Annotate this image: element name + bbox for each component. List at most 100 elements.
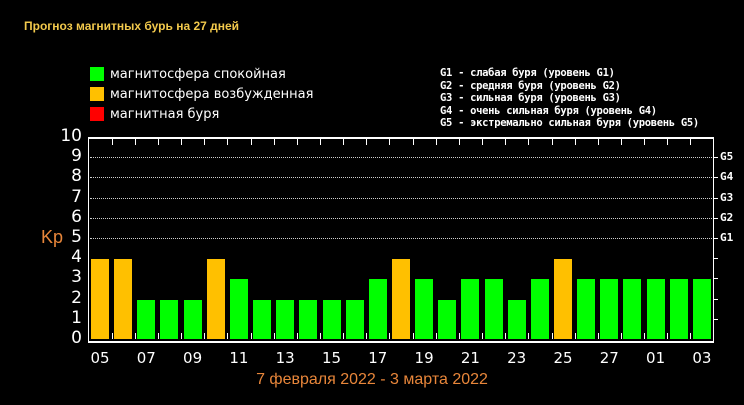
right-tick-label: G5 — [720, 150, 734, 164]
top-axis-tick — [551, 139, 553, 145]
legend-item-calm: магнитосфера спокойная — [90, 64, 313, 84]
right-axis-tick — [714, 298, 718, 300]
bottom-axis-tick — [157, 333, 159, 339]
gridline — [90, 197, 712, 199]
top-axis-tick — [320, 139, 321, 145]
legend-item-storm: магнитная буря — [90, 104, 313, 124]
gridline — [90, 177, 712, 179]
bottom-axis-tick — [620, 333, 622, 339]
storm-swatch-icon — [90, 107, 104, 121]
bottom-axis-tick — [320, 333, 321, 339]
x-tick-label: 19 — [414, 349, 434, 367]
bottom-axis-tick — [690, 333, 692, 339]
bottom-axis-tick — [181, 333, 183, 339]
right-tick-label: G1 — [720, 231, 734, 244]
bottom-axis-tick — [111, 333, 113, 339]
right-tick-label: G4 — [720, 170, 734, 184]
kp-bar — [507, 299, 526, 339]
y-tick-label: 7 — [71, 186, 82, 207]
bottom-axis-tick — [343, 333, 345, 339]
right-axis-tick — [714, 258, 718, 260]
top-axis-tick — [366, 139, 368, 145]
kp-bar — [646, 279, 665, 339]
x-tick-label: 17 — [368, 349, 388, 367]
gridline — [90, 217, 712, 219]
gridline — [90, 238, 712, 239]
bottom-axis-tick — [551, 333, 553, 339]
g-legend-item: G2 - средняя буря (уровень G2) — [440, 79, 621, 92]
y-tick-label: 0 — [71, 328, 82, 348]
right-axis-tick — [714, 318, 718, 320]
kp-bar — [253, 299, 272, 339]
kp-bar — [229, 279, 248, 339]
gridline — [90, 157, 712, 159]
top-axis-tick — [250, 139, 252, 145]
kp-bar — [206, 259, 225, 339]
bottom-axis-tick — [296, 333, 298, 339]
kp-bar — [368, 279, 387, 339]
top-axis-tick — [343, 139, 345, 145]
right-axis-tick — [714, 197, 718, 199]
g-level-legend: G1 - слабая буря (уровень G1) G2 - средн… — [440, 67, 699, 130]
kp-bar — [183, 299, 202, 339]
top-axis-tick — [157, 139, 159, 145]
kp-bar — [160, 299, 179, 339]
top-axis-tick — [227, 139, 229, 145]
top-axis-tick — [597, 139, 599, 145]
x-tick-label: 15 — [321, 349, 342, 367]
kp-bar — [623, 279, 642, 339]
top-axis-tick — [528, 139, 530, 145]
plot-area: G1 G2 G3 G4 G5 0 1 2 3 4 5 6 7 8 9 10 05 07 09 11 13 15 17 19 21… — [60, 128, 733, 368]
kp-bar — [600, 279, 619, 339]
legend-label: магнитосфера возбужденная — [110, 86, 314, 102]
y-tick-label: 10 — [60, 126, 82, 146]
g-legend-item: G5 - экстремально сильная буря (уровень … — [440, 117, 699, 130]
top-axis-tick — [111, 139, 113, 145]
kp-bar — [276, 299, 295, 339]
legend-label: магнитосфера спокойная — [110, 66, 286, 82]
x-tick-label: 03 — [692, 349, 712, 367]
bottom-axis-tick — [134, 333, 136, 339]
top-axis-tick — [505, 139, 507, 145]
color-legend: магнитосфера спокойная магнитосфера возб… — [90, 64, 313, 124]
top-axis-tick — [412, 139, 414, 145]
y-tick-label: 9 — [71, 146, 82, 167]
y-axis-label: Kp — [41, 227, 64, 247]
top-axis-tick — [204, 139, 206, 145]
kp-bar — [322, 299, 341, 339]
top-axis-tick — [273, 139, 275, 145]
g-legend-item: G3 - сильная буря (уровень G3) — [440, 92, 621, 105]
kp-bar — [577, 279, 596, 339]
kp-bar — [461, 279, 480, 339]
bottom-axis-tick — [250, 333, 252, 339]
bottom-axis-tick — [227, 333, 229, 339]
chart-title: Прогноз магнитных бурь на 27 дней — [24, 19, 240, 33]
top-axis-tick — [435, 139, 437, 145]
kp-bar — [299, 299, 318, 339]
g-legend-item: G4 - очень сильная буря (уровень G4) — [440, 104, 657, 117]
kp-bar — [530, 279, 549, 339]
top-axis-tick — [181, 139, 183, 145]
kp-bar — [438, 299, 457, 339]
legend-item-excited: магнитосфера возбужденная — [90, 84, 313, 104]
y-tick-label: 1 — [71, 307, 82, 328]
bottom-axis-tick — [435, 333, 437, 339]
bottom-axis-tick — [204, 333, 206, 339]
bottom-axis-tick — [574, 333, 576, 339]
kp-bar — [391, 259, 410, 339]
excited-swatch-icon — [90, 87, 104, 101]
kp-bar — [345, 299, 364, 339]
date-range-subtitle: 7 февраля 2022 - 3 марта 2022 — [256, 371, 488, 388]
top-axis-tick — [296, 139, 298, 145]
x-tick-label: 21 — [460, 349, 480, 367]
top-axis-tick — [574, 139, 576, 145]
top-axis-tick — [620, 139, 622, 145]
y-tick-label: 8 — [71, 166, 82, 187]
top-axis-tick — [690, 139, 692, 145]
y-tick-label: 5 — [71, 227, 82, 247]
kp-bar — [554, 259, 572, 339]
x-tick-label: 13 — [275, 349, 295, 367]
kp-bar — [692, 279, 711, 339]
right-axis-tick — [714, 177, 718, 179]
x-tick-label: 25 — [553, 349, 573, 367]
